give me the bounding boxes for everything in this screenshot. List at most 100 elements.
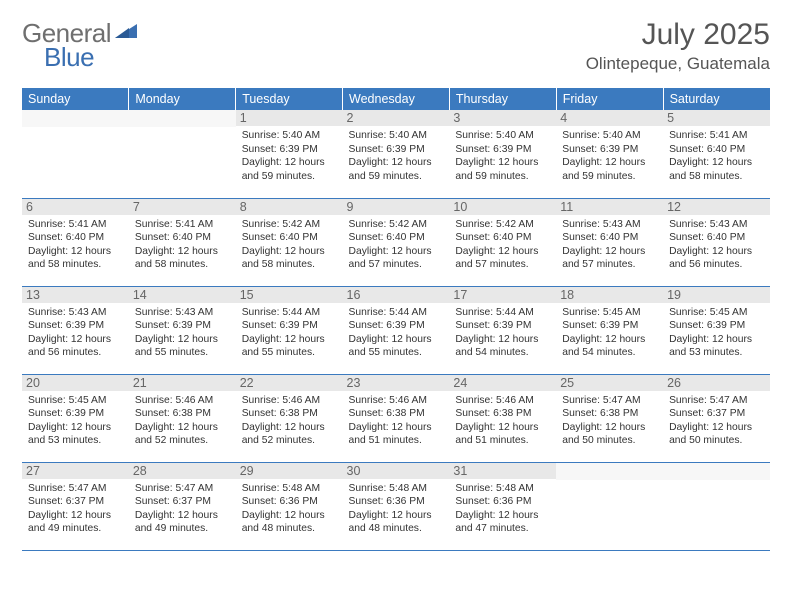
day-detail: Sunrise: 5:40 AMSunset: 6:39 PMDaylight:…: [349, 129, 444, 183]
day-detail: Sunrise: 5:47 AMSunset: 6:38 PMDaylight:…: [562, 394, 657, 448]
calendar-day-cell: 24 Sunrise: 5:46 AMSunset: 6:38 PMDayligh…: [449, 374, 556, 462]
logo-text-blue: Blue: [44, 42, 94, 72]
calendar-header-row: SundayMondayTuesdayWednesdayThursdayFrid…: [22, 88, 770, 110]
day-detail: Sunrise: 5:43 AMSunset: 6:40 PMDaylight:…: [669, 218, 764, 272]
day-detail: Sunrise: 5:43 AMSunset: 6:39 PMDaylight:…: [28, 306, 123, 360]
day-detail: Sunrise: 5:45 AMSunset: 6:39 PMDaylight:…: [669, 306, 764, 360]
day-number: 26: [663, 375, 770, 391]
calendar-week-row: 1 Sunrise: 5:40 AMSunset: 6:39 PMDaylight…: [22, 110, 770, 198]
day-number: 19: [663, 287, 770, 303]
calendar-day-cell: 4 Sunrise: 5:40 AMSunset: 6:39 PMDaylight…: [556, 110, 663, 198]
day-number: 27: [22, 463, 129, 479]
day-header: Tuesday: [236, 88, 343, 110]
day-number-empty: [663, 463, 770, 480]
header: General July 2025 Olintepeque, Guatemala: [22, 18, 770, 74]
day-number: 1: [236, 110, 343, 126]
month-title: July 2025: [586, 18, 770, 52]
calendar-day-cell: 11 Sunrise: 5:43 AMSunset: 6:40 PMDayligh…: [556, 198, 663, 286]
day-number: 28: [129, 463, 236, 479]
calendar-day-cell: 9Sunrise: 5:42 AMSunset: 6:40 PMDaylight…: [343, 198, 450, 286]
day-number: 13: [22, 287, 129, 303]
day-number: 8: [236, 199, 343, 215]
calendar-day-cell: 19 Sunrise: 5:45 AMSunset: 6:39 PMDayligh…: [663, 286, 770, 374]
calendar-day-cell: 3Sunrise: 5:40 AMSunset: 6:39 PMDaylight…: [449, 110, 556, 198]
day-number: 10: [449, 199, 556, 215]
calendar-day-cell: 29 Sunrise: 5:48 AMSunset: 6:36 PMDayligh…: [236, 462, 343, 550]
day-number: 21: [129, 375, 236, 391]
day-detail: Sunrise: 5:45 AMSunset: 6:39 PMDaylight:…: [562, 306, 657, 360]
calendar-day-cell: [556, 462, 663, 550]
calendar-day-cell: 12 Sunrise: 5:43 AMSunset: 6:40 PMDayligh…: [663, 198, 770, 286]
day-detail: Sunrise: 5:40 AMSunset: 6:39 PMDaylight:…: [242, 129, 337, 183]
day-number: 18: [556, 287, 663, 303]
day-header: Monday: [129, 88, 236, 110]
day-number: 24: [449, 375, 556, 391]
calendar-day-cell: 28Sunrise: 5:47 AMSunset: 6:37 PMDayligh…: [129, 462, 236, 550]
calendar-day-cell: 23 Sunrise: 5:46 AMSunset: 6:38 PMDayligh…: [343, 374, 450, 462]
day-detail: Sunrise: 5:44 AMSunset: 6:39 PMDaylight:…: [242, 306, 337, 360]
day-detail: Sunrise: 5:42 AMSunset: 6:40 PMDaylight:…: [455, 218, 550, 272]
calendar-day-cell: 25Sunrise: 5:47 AMSunset: 6:38 PMDayligh…: [556, 374, 663, 462]
calendar-day-cell: [129, 110, 236, 198]
calendar-body: 1 Sunrise: 5:40 AMSunset: 6:39 PMDaylight…: [22, 110, 770, 550]
day-header: Thursday: [449, 88, 556, 110]
day-number: 30: [343, 463, 450, 479]
day-number: 23: [343, 375, 450, 391]
calendar-day-cell: 30 Sunrise: 5:48 AMSunset: 6:36 PMDayligh…: [343, 462, 450, 550]
day-detail: Sunrise: 5:44 AMSunset: 6:39 PMDaylight:…: [349, 306, 444, 360]
day-number: 4: [556, 110, 663, 126]
calendar-day-cell: 5Sunrise: 5:41 AMSunset: 6:40 PMDaylight…: [663, 110, 770, 198]
day-detail: Sunrise: 5:40 AMSunset: 6:39 PMDaylight:…: [562, 129, 657, 183]
day-number: 29: [236, 463, 343, 479]
day-detail: Sunrise: 5:46 AMSunset: 6:38 PMDaylight:…: [242, 394, 337, 448]
calendar-week-row: 20 Sunrise: 5:45 AMSunset: 6:39 PMDayligh…: [22, 374, 770, 462]
day-number-empty: [129, 110, 236, 127]
day-number: 15: [236, 287, 343, 303]
day-number: 11: [556, 199, 663, 215]
day-number: 20: [22, 375, 129, 391]
calendar-day-cell: 14 Sunrise: 5:43 AMSunset: 6:39 PMDayligh…: [129, 286, 236, 374]
day-detail: Sunrise: 5:43 AMSunset: 6:40 PMDaylight:…: [562, 218, 657, 272]
day-number: 5: [663, 110, 770, 126]
day-detail: Sunrise: 5:46 AMSunset: 6:38 PMDaylight:…: [135, 394, 230, 448]
day-detail: Sunrise: 5:45 AMSunset: 6:39 PMDaylight:…: [28, 394, 123, 448]
calendar-day-cell: 26 Sunrise: 5:47 AMSunset: 6:37 PMDayligh…: [663, 374, 770, 462]
day-number-empty: [22, 110, 129, 127]
day-detail: Sunrise: 5:46 AMSunset: 6:38 PMDaylight:…: [349, 394, 444, 448]
day-number: 12: [663, 199, 770, 215]
day-header: Wednesday: [343, 88, 450, 110]
calendar-day-cell: 20 Sunrise: 5:45 AMSunset: 6:39 PMDayligh…: [22, 374, 129, 462]
day-number: 7: [129, 199, 236, 215]
day-detail: Sunrise: 5:46 AMSunset: 6:38 PMDaylight:…: [455, 394, 550, 448]
day-number: 17: [449, 287, 556, 303]
day-detail: Sunrise: 5:48 AMSunset: 6:36 PMDaylight:…: [242, 482, 337, 536]
calendar-day-cell: 18 Sunrise: 5:45 AMSunset: 6:39 PMDayligh…: [556, 286, 663, 374]
calendar-day-cell: 1 Sunrise: 5:40 AMSunset: 6:39 PMDaylight…: [236, 110, 343, 198]
day-detail: Sunrise: 5:42 AMSunset: 6:40 PMDaylight:…: [349, 218, 444, 272]
day-header: Friday: [556, 88, 663, 110]
location-subtitle: Olintepeque, Guatemala: [586, 54, 770, 74]
calendar-day-cell: 7Sunrise: 5:41 AMSunset: 6:40 PMDaylight…: [129, 198, 236, 286]
calendar-week-row: 13 Sunrise: 5:43 AMSunset: 6:39 PMDayligh…: [22, 286, 770, 374]
day-header: Saturday: [663, 88, 770, 110]
day-detail: Sunrise: 5:48 AMSunset: 6:36 PMDaylight:…: [349, 482, 444, 536]
calendar-week-row: 27Sunrise: 5:47 AMSunset: 6:37 PMDayligh…: [22, 462, 770, 550]
calendar-day-cell: 21 Sunrise: 5:46 AMSunset: 6:38 PMDayligh…: [129, 374, 236, 462]
day-detail: Sunrise: 5:42 AMSunset: 6:40 PMDaylight:…: [242, 218, 337, 272]
calendar-day-cell: 10 Sunrise: 5:42 AMSunset: 6:40 PMDayligh…: [449, 198, 556, 286]
logo-text-blue-wrap: Blue: [44, 42, 94, 73]
day-number: 6: [22, 199, 129, 215]
day-number-empty: [556, 463, 663, 480]
day-detail: Sunrise: 5:43 AMSunset: 6:39 PMDaylight:…: [135, 306, 230, 360]
calendar-table: SundayMondayTuesdayWednesdayThursdayFrid…: [22, 88, 770, 551]
day-number: 14: [129, 287, 236, 303]
day-number: 31: [449, 463, 556, 479]
calendar-day-cell: 27Sunrise: 5:47 AMSunset: 6:37 PMDayligh…: [22, 462, 129, 550]
calendar-day-cell: 6Sunrise: 5:41 AMSunset: 6:40 PMDaylight…: [22, 198, 129, 286]
day-detail: Sunrise: 5:47 AMSunset: 6:37 PMDaylight:…: [669, 394, 764, 448]
calendar-day-cell: 8 Sunrise: 5:42 AMSunset: 6:40 PMDaylight…: [236, 198, 343, 286]
calendar-week-row: 6Sunrise: 5:41 AMSunset: 6:40 PMDaylight…: [22, 198, 770, 286]
calendar-day-cell: 17Sunrise: 5:44 AMSunset: 6:39 PMDayligh…: [449, 286, 556, 374]
day-number: 16: [343, 287, 450, 303]
calendar-day-cell: 15 Sunrise: 5:44 AMSunset: 6:39 PMDayligh…: [236, 286, 343, 374]
